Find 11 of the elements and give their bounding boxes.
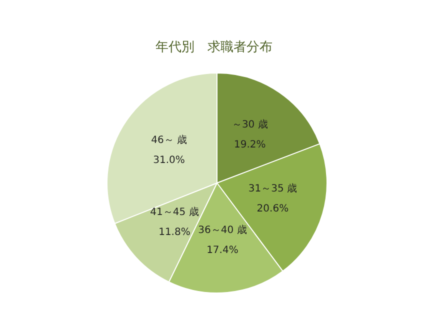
data-label: 19.2%	[234, 140, 266, 151]
slice-label: ～30 歳	[232, 118, 268, 131]
slice-label: 41～45 歳	[150, 206, 199, 218]
slice-label: 46～ 歳	[151, 134, 187, 146]
chart-title: 年代別 求職者分布	[156, 40, 272, 55]
slice-label: 31～35 歳	[248, 182, 298, 195]
data-label: 11.8%	[158, 226, 190, 238]
slice-label: 36～40 歳	[198, 224, 247, 236]
data-label: 17.4%	[206, 245, 238, 256]
data-label: 20.6%	[256, 204, 289, 215]
data-label: 31.0%	[153, 154, 185, 166]
